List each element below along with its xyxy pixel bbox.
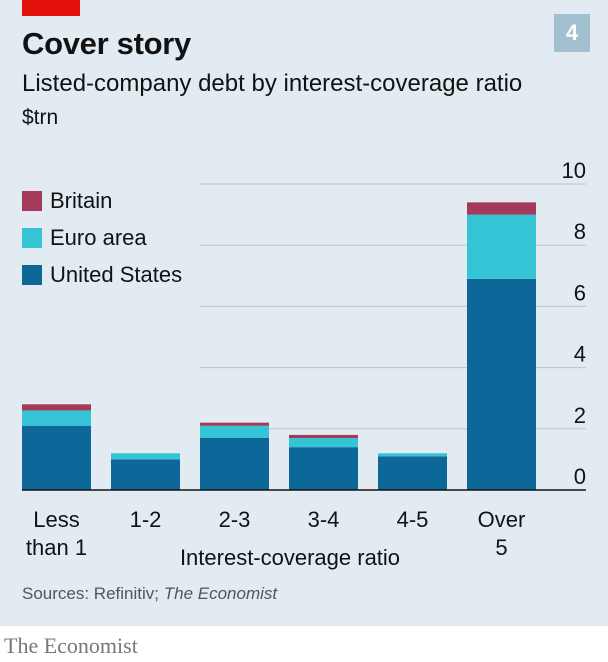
legend-item-euro-area: Euro area [22,219,182,256]
x-tick-label-line: Over [478,507,526,532]
bar-united-states-3-4 [289,447,358,490]
bar-britain-over-5 [467,202,536,215]
x-tick-label-line: 5 [495,535,507,560]
bar-united-states-over-5 [467,278,536,490]
chart-subtitle: Listed-company debt by interest-coverage… [22,70,523,97]
bar-britain-3-4 [289,434,358,438]
x-tick-label-line: than 1 [26,535,87,560]
x-tick-label-3-4: 3-4 [308,507,340,532]
x-tick-label-line: 1-2 [130,507,162,532]
bar-united-states-4-5 [378,456,447,490]
x-tick-label-4-5: 4-5 [397,507,429,532]
y-tick-label-8: 8 [574,219,586,244]
bar-euro-area-less-than-1 [22,410,91,426]
legend-item-united-states: United States [22,256,182,293]
x-tick-label-less-than-1: Less than 1 [26,507,87,560]
legend-label-britain: Britain [50,187,113,213]
y-tick-label-10: 10 [562,158,586,183]
x-tick-label-1-2: 1-2 [130,507,162,532]
bar-euro-area-4-5 [378,453,447,457]
legend-swatch-united-states [22,264,42,285]
bar-united-states-1-2 [111,459,180,490]
brand-red-tag [22,0,80,16]
bar-united-states-less-than-1 [22,425,91,490]
bar-euro-area-2-3 [200,425,269,438]
chart-unit: $trn [22,106,59,129]
chart-title: Cover story [22,26,191,61]
x-tick-label-line: 2-3 [219,507,251,532]
source-note: Sources: Refinitiv; The Economist [22,584,277,604]
source-publication: The Economist [163,584,278,603]
legend-label-united-states: United States [50,261,183,287]
brand-wordmark: The Economist [4,633,138,658]
y-tick-label-6: 6 [574,280,586,305]
chart-legend: Britain Euro area United States [22,182,182,293]
chart-number-badge: 4 [554,14,590,52]
bar-euro-area-3-4 [289,437,358,448]
x-tick-label-over-5: Over 5 [478,507,526,560]
legend-swatch-euro-area [22,227,42,248]
y-tick-label-4: 4 [574,342,586,367]
x-tick-label-line: 4-5 [397,507,429,532]
y-tick-label-2: 2 [574,403,586,428]
source-prefix: Sources: Refinitiv; [22,584,164,603]
bar-britain-less-than-1 [22,404,91,411]
legend-item-britain: Britain [22,182,182,219]
x-tick-label-2-3: 2-3 [219,507,251,532]
bar-united-states-2-3 [200,437,269,490]
stacked-bar-chart: 0 2 4 6 8 10 Less than 1 1-2 2-3 3-4 4-5 Over 5 Intere… [22,158,586,570]
y-tick-label-0: 0 [574,464,586,489]
x-axis-title: Interest-coverage ratio [180,545,400,570]
legend-swatch-britain [22,190,42,211]
bar-euro-area-over-5 [467,214,536,279]
bar-britain-2-3 [200,422,269,426]
x-tick-label-line: 3-4 [308,507,340,532]
legend-label-euro-area: Euro area [50,224,147,250]
x-tick-label-line: Less [33,507,79,532]
bar-euro-area-1-2 [111,453,180,460]
